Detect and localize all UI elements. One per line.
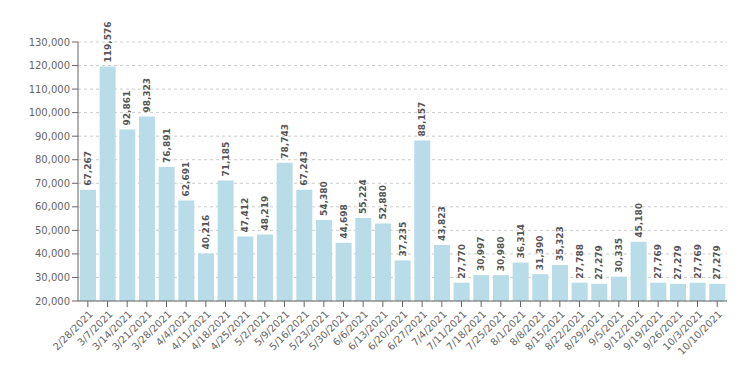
svg-text:9/26/2021: 9/26/2021 xyxy=(640,308,685,353)
svg-text:27,279: 27,279 xyxy=(594,245,604,280)
svg-text:9/5/2021: 9/5/2021 xyxy=(586,308,626,348)
svg-text:5/23/2021: 5/23/2021 xyxy=(286,308,331,353)
svg-text:10/10/2021: 10/10/2021 xyxy=(676,308,725,357)
svg-text:30,980: 30,980 xyxy=(496,236,506,271)
svg-text:48,219: 48,219 xyxy=(260,196,270,231)
svg-text:27,279: 27,279 xyxy=(712,245,722,280)
svg-text:71,185: 71,185 xyxy=(221,142,231,177)
svg-text:110,000: 110,000 xyxy=(29,84,70,95)
svg-text:45,180: 45,180 xyxy=(634,203,644,238)
svg-text:36,314: 36,314 xyxy=(516,224,526,259)
svg-text:7/11/2021: 7/11/2021 xyxy=(424,308,469,353)
svg-text:8/22/2021: 8/22/2021 xyxy=(542,308,587,353)
svg-text:8/8/2021: 8/8/2021 xyxy=(507,308,548,348)
svg-text:6/13/2021: 6/13/2021 xyxy=(345,308,390,353)
svg-text:78,743: 78,743 xyxy=(280,124,290,159)
svg-text:27,788: 27,788 xyxy=(575,244,585,279)
svg-text:9/19/2021: 9/19/2021 xyxy=(621,308,666,353)
svg-text:90,000: 90,000 xyxy=(35,131,70,142)
svg-text:8/15/2021: 8/15/2021 xyxy=(522,308,567,353)
svg-text:2/28/2021: 2/28/2021 xyxy=(50,308,95,353)
svg-text:31,390: 31,390 xyxy=(535,235,545,270)
svg-text:30,335: 30,335 xyxy=(614,238,624,273)
svg-text:37,235: 37,235 xyxy=(398,222,408,257)
svg-text:119,576: 119,576 xyxy=(103,22,113,63)
svg-text:4/25/2021: 4/25/2021 xyxy=(208,308,253,353)
svg-text:5/30/2021: 5/30/2021 xyxy=(306,308,351,353)
svg-text:40,216: 40,216 xyxy=(201,215,211,250)
svg-text:27,769: 27,769 xyxy=(693,244,703,279)
svg-text:8/29/2021: 8/29/2021 xyxy=(562,308,607,353)
svg-text:50,000: 50,000 xyxy=(35,225,70,236)
svg-text:88,157: 88,157 xyxy=(417,102,427,137)
svg-text:3/28/2021: 3/28/2021 xyxy=(129,308,174,353)
svg-text:62,691: 62,691 xyxy=(181,162,191,197)
svg-text:6/20/2021: 6/20/2021 xyxy=(365,308,410,353)
svg-text:120,000: 120,000 xyxy=(29,60,70,71)
svg-text:3/14/2021: 3/14/2021 xyxy=(90,308,135,353)
svg-text:43,823: 43,823 xyxy=(437,206,447,241)
svg-text:4/11/2021: 4/11/2021 xyxy=(168,308,213,353)
svg-text:27,279: 27,279 xyxy=(673,245,683,280)
svg-text:55,224: 55,224 xyxy=(358,179,368,214)
svg-text:130,000: 130,000 xyxy=(29,37,70,48)
svg-text:8/1/2021: 8/1/2021 xyxy=(488,308,528,348)
svg-text:30,000: 30,000 xyxy=(35,272,70,283)
svg-text:60,000: 60,000 xyxy=(35,201,70,212)
svg-text:67,243: 67,243 xyxy=(299,151,309,186)
svg-text:52,880: 52,880 xyxy=(378,185,388,220)
svg-text:27,770: 27,770 xyxy=(457,244,467,279)
svg-text:4/4/2021: 4/4/2021 xyxy=(153,308,194,348)
svg-text:92,861: 92,861 xyxy=(122,91,132,126)
svg-text:35,323: 35,323 xyxy=(555,226,565,261)
svg-text:20,000: 20,000 xyxy=(35,296,70,307)
svg-text:80,000: 80,000 xyxy=(35,154,70,165)
svg-text:27,769: 27,769 xyxy=(653,244,663,279)
svg-text:5/16/2021: 5/16/2021 xyxy=(267,308,312,353)
svg-text:40,000: 40,000 xyxy=(35,248,70,259)
svg-text:30,997: 30,997 xyxy=(476,236,486,271)
svg-text:5/2/2021: 5/2/2021 xyxy=(232,308,272,348)
svg-text:70,000: 70,000 xyxy=(35,178,70,189)
svg-text:9/12/2021: 9/12/2021 xyxy=(601,308,646,353)
svg-text:7/4/2021: 7/4/2021 xyxy=(409,308,449,348)
svg-text:98,323: 98,323 xyxy=(142,78,152,113)
svg-text:10/3/2021: 10/3/2021 xyxy=(660,308,705,353)
svg-text:5/9/2021: 5/9/2021 xyxy=(252,308,292,348)
svg-text:7/18/2021: 7/18/2021 xyxy=(444,308,489,353)
svg-text:47,412: 47,412 xyxy=(240,198,250,233)
svg-text:67,267: 67,267 xyxy=(83,151,93,186)
svg-text:3/21/2021: 3/21/2021 xyxy=(109,308,154,353)
svg-text:7/25/2021: 7/25/2021 xyxy=(463,308,508,353)
svg-text:100,000: 100,000 xyxy=(29,107,70,118)
svg-text:6/27/2021: 6/27/2021 xyxy=(385,308,430,353)
svg-text:3/7/2021: 3/7/2021 xyxy=(75,308,115,348)
svg-text:54,380: 54,380 xyxy=(319,181,329,216)
svg-text:6/6/2021: 6/6/2021 xyxy=(330,308,371,348)
svg-text:4/18/2021: 4/18/2021 xyxy=(188,308,233,353)
svg-text:76,891: 76,891 xyxy=(162,128,172,163)
svg-text:44,698: 44,698 xyxy=(339,204,349,239)
